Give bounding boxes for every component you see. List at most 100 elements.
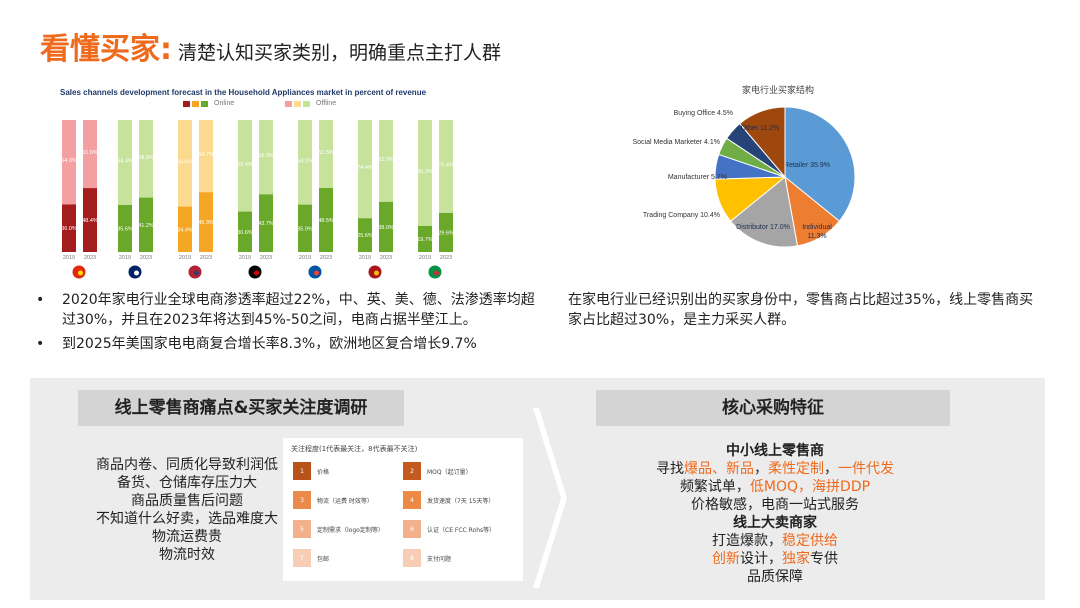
survey-item-label: 价格 [317,468,330,476]
online-bar [118,205,132,252]
online-bar [139,197,153,252]
online-value-label: 38.0% [378,225,394,231]
x-tick-label: 2023 [320,255,332,261]
flag-detail [434,270,439,276]
bullet-text: 到2025年美国家电电商复合增长率8.3%，欧洲地区复合增长9.7% [62,336,477,352]
offline-bar [418,120,432,226]
online-value-label: 30.6% [237,230,253,236]
pie-label: Retailer 35.9% [784,162,830,169]
highlight-text: 爆品、新品 [684,461,754,477]
offline-bar [118,120,132,206]
pie-label: Other 11.2% [741,125,780,132]
pie-chart-title: 家电行业买家结构 [742,86,815,96]
rank-badge: 3 [293,491,311,509]
online-value-label: 48.4% [82,218,98,224]
flag-detail [314,270,319,276]
legend-online-label: Online [214,100,235,107]
x-tick-label: 2023 [440,255,452,261]
offline-bar [358,120,372,219]
online-value-label: 34.4% [177,227,193,233]
online-bar [358,218,372,252]
offline-value-label: 56.3% [258,153,274,159]
small-retailer-title: 中小线上零售商 [726,443,824,459]
legend-swatch [183,100,190,107]
page-title: 看懂买家: 清楚认知买家类别，明确重点主打人群 [40,24,501,68]
highlight-text: 低MOQ，海拼DDP [749,479,871,495]
bullet-text: 2020年家电行业全球电商渗透率超过22%，中、英、美、德、法渗透率均超过30%… [62,292,535,328]
online-value-label: 29.6% [438,230,454,236]
survey-item-label: 定制需求（logo定制等） [317,526,384,534]
big-seller-line: 品质保障 [590,568,960,586]
highlight-text: 稳定供给 [782,533,838,549]
line-text: 频繁试单， [679,479,750,495]
x-tick-label: 2019 [119,255,131,261]
bar-chart: 64.0% 36.0% 2019 51.6% 48.4% 2023 64.4% 35.6% 20… [61,120,454,279]
online-value-label: 45.3% [198,220,214,226]
bullet-list: • 2020年家电行业全球电商渗透率超过22%，中、英、美、德、法渗透率均超过30… [36,290,536,358]
bullet-item: • 2020年家电行业全球电商渗透率超过22%，中、英、美、德、法渗透率均超过30… [36,292,535,328]
offline-bar [259,120,273,195]
rank-badge: 4 [403,491,421,509]
core-features-header: 核心采购特征 [596,390,950,426]
x-tick-label: 2019 [63,255,75,261]
offline-bar [62,120,76,205]
chevron-right-icon [533,408,567,588]
offline-bar [83,120,97,189]
online-bar [83,188,97,252]
flag-detail [134,270,139,276]
offline-value-label: 65.6% [177,159,193,165]
highlight-text: 创新 [712,551,740,567]
x-tick-label: 2019 [179,255,191,261]
survey-item-label: 认证（CE FCC Rohs等） [427,526,496,534]
online-value-label: 25.6% [357,233,373,239]
line-text: 品质保障 [747,569,803,585]
survey-item-label: 发货速度（7天 15天等） [427,497,495,505]
survey-item: 8 支付问题 [403,549,451,567]
line-text: 打造爆款， [712,533,782,549]
online-value-label: 35.6% [117,227,133,233]
pain-point: 不知道什么好卖，选品难度大 [96,511,278,527]
survey-item: 4 发货速度（7天 15天等） [403,491,494,509]
online-bar [238,211,252,252]
offline-value-label: 64.4% [117,159,133,165]
online-value-label: 19.7% [417,237,433,243]
offline-bar [379,120,393,202]
highlight-text: 一件代发 [838,461,894,477]
survey-item-label: 物流（运费 时效等） [317,497,373,505]
pain-points-header: 线上零售商痛点&买家关注度调研 [78,390,404,426]
legend-swatch [201,100,208,107]
survey-item-label: 包邮 [317,555,330,563]
flag-detail [78,270,83,276]
bar-chart-title: Sales channels development forecast in t… [60,88,427,97]
title-main: 看懂买家: [40,32,172,67]
offline-value-label: 51.5% [318,150,334,156]
offline-bar [298,120,312,205]
survey-item-label: 支付问题 [427,555,452,563]
survey-item: 6 认证（CE FCC Rohs等） [403,520,495,538]
survey-header: 关注程度(1代表最关注，8代表最不关注) [291,445,418,453]
flag-detail [254,270,259,276]
survey-item: 1 价格 [293,462,329,480]
x-tick-label: 2023 [140,255,152,261]
small-retailer-line: 价格敏感，电商一站式服务 [590,496,960,514]
online-bar [379,201,393,252]
online-bar [199,192,213,252]
offline-value-label: 62.0% [378,157,394,163]
offline-value-label: 74.4% [357,165,373,171]
pie-slice-retailer [784,106,856,222]
pain-point: 商品内卷、同质化导致利润低 [96,457,278,473]
highlight-text: 独家 [782,551,810,567]
pain-point: 物流运费贵 [152,529,222,545]
x-tick-label: 2019 [299,255,311,261]
offline-value-label: 70.4% [438,162,454,168]
x-tick-label: 2023 [380,255,392,261]
line-text: 寻找 [656,461,684,477]
pain-point: 物流时效 [159,547,215,563]
buyer-summary-text: 在家电行业已经识别出的买家身份中，零售商占比超过35%，线上零售商买家占比超过3… [568,292,1034,328]
big-seller-line: 打造爆款，稳定供给 [590,532,960,550]
rank-badge: 8 [403,549,421,567]
survey-item: 7 包邮 [293,549,329,567]
offline-value-label: 80.3% [417,169,433,175]
offline-bar [319,120,333,188]
line-text: 价格敏感，电商一站式服务 [691,497,859,513]
